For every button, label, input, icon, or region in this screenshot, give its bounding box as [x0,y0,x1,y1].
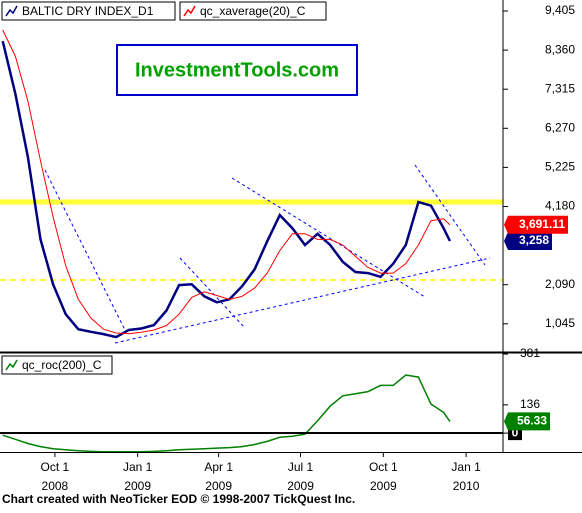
chart-title: InvestmentTools.com [135,59,339,81]
series-line [2,29,451,335]
x-tick-sublabel: 2010 [453,479,480,493]
last-value-label: 56.33 [517,414,547,428]
y-tick-label: 1,045 [545,316,575,330]
series-line [2,374,451,453]
x-tick-label: Jan 1 [451,460,481,474]
y-tick-label: 4,180 [545,199,575,213]
y-tick-label: 6,270 [545,120,575,134]
last-value-label: 3,258 [519,233,549,247]
x-tick-label: Apr 1 [204,460,233,474]
trend-line [231,177,426,298]
legend-icon [5,5,18,17]
y-tick-label: 7,315 [545,81,575,95]
legend-box [1,355,113,375]
y2-tick-label: 381 [520,346,540,360]
x-tick-sublabel: 2009 [205,479,232,493]
footer: Chart created with NeoTicker EOD © 1998-… [2,492,355,506]
legend: BALTIC DRY INDEX_D1 qc_xaverage(20)_C qc… [1,1,327,375]
x-tick-sublabel: 2009 [370,479,397,493]
frame [0,0,582,453]
trend-line [179,257,246,329]
legend-icon [183,5,196,17]
legend-box [1,1,176,21]
last-value-tag [504,231,552,250]
legend-icon [5,359,18,371]
y2-tick-label: 136 [520,397,540,411]
last-value-tag [504,215,568,234]
x-tick-label: Oct 1 [41,460,70,474]
y-tick-label: 9,405 [545,3,575,17]
x-tick-label: Oct 1 [369,460,398,474]
legend-label: BALTIC DRY INDEX_D1 [22,4,154,18]
y-tick-label: 8,360 [545,42,575,56]
trend-line [414,164,486,266]
title-box [116,44,358,96]
x-tick-sublabel: 2009 [287,479,314,493]
x-tick-sublabel: 2009 [124,479,151,493]
y-tick-label: 2,090 [545,277,575,291]
x-tick-label: Jul 1 [288,460,314,474]
legend-label: qc_roc(200)_C [22,358,102,372]
trend-line [114,257,491,344]
legend-label: qc_xaverage(20)_C [200,4,306,18]
last-value-label: 3,691.11 [519,217,565,231]
y2-tick-label: 0 [512,425,519,439]
y-tick-label: 5,225 [545,160,575,174]
x-tick-label: Jan 1 [123,460,153,474]
last-value-tag [504,412,550,431]
plot [1,29,452,453]
x-tick-sublabel: 2008 [42,479,69,493]
legend-box [179,1,327,21]
